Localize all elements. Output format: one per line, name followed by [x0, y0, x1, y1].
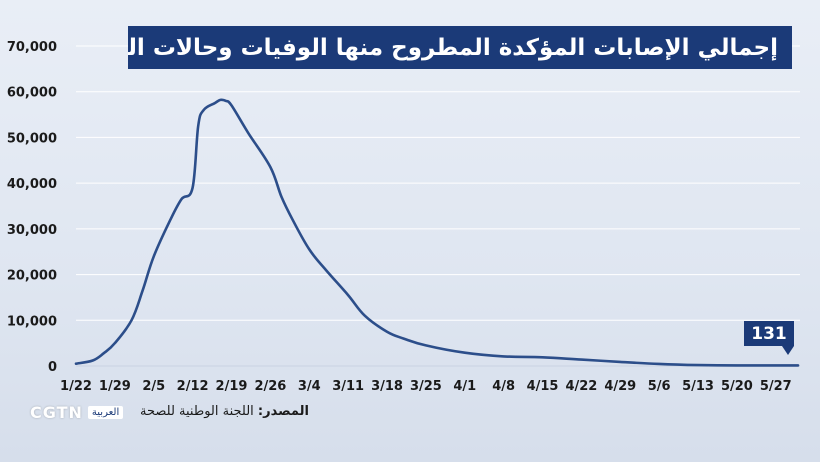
source-credit: المصدر: اللجنة الوطنية للصحة [140, 404, 309, 419]
data-point [225, 100, 227, 102]
x-tick-label: 3/4 [298, 379, 321, 394]
data-point [503, 356, 505, 358]
y-tick-label: 50,000 [7, 131, 57, 146]
data-point [697, 364, 699, 366]
data-point [797, 365, 799, 367]
data-point [231, 105, 233, 107]
source-value: اللجنة الوطنية للصحة [140, 404, 254, 419]
logo-text: CGTN [30, 403, 83, 422]
data-point [775, 365, 777, 367]
data-point [214, 102, 216, 104]
end-value-label: 131 [751, 323, 787, 344]
source-label: المصدر: [257, 404, 309, 419]
x-tick-label: 1/22 [60, 379, 92, 394]
data-point [103, 352, 105, 354]
data-point [247, 132, 249, 134]
data-point [220, 99, 222, 101]
x-tick-label: 4/29 [604, 379, 636, 394]
x-tick-label: 1/29 [99, 379, 131, 394]
data-point [386, 331, 388, 333]
y-tick-label: 70,000 [7, 40, 57, 55]
data-point [281, 196, 283, 198]
data-point [581, 359, 583, 361]
x-tick-label: 4/1 [453, 379, 476, 394]
series-line [74, 98, 800, 367]
x-tick-label: 3/11 [332, 379, 364, 394]
logo-arabic-tag: العربية [87, 406, 124, 419]
data-point [325, 269, 327, 271]
data-point [270, 166, 272, 168]
y-tick-label: 60,000 [7, 86, 57, 101]
data-point [170, 219, 172, 221]
data-point [403, 338, 405, 340]
y-tick-label: 20,000 [7, 269, 57, 284]
data-point [114, 342, 116, 344]
data-point [203, 109, 205, 111]
chart-title-text: إجمالي الإصابات المؤكدة المطروح منها الو… [128, 34, 778, 61]
data-point [142, 290, 144, 292]
x-tick-label: 2/26 [254, 379, 286, 394]
end-value-badge-pointer [782, 346, 794, 355]
data-point [542, 357, 544, 359]
data-point [197, 125, 199, 127]
data-point [308, 249, 310, 251]
data-point [292, 219, 294, 221]
data-point [92, 360, 94, 362]
x-tick-label: 3/18 [371, 379, 403, 394]
data-point [364, 315, 366, 317]
data-point [736, 365, 738, 367]
y-tick-label: 10,000 [7, 314, 57, 329]
x-tick-label: 5/6 [648, 379, 671, 394]
data-point [347, 294, 349, 296]
chart-title: إجمالي الإصابات المؤكدة المطروح منها الو… [128, 26, 792, 69]
data-point [464, 352, 466, 354]
data-point [425, 345, 427, 347]
x-tick-label: 5/27 [760, 379, 792, 394]
cgtn-logo: CGTN العربية [30, 403, 124, 422]
x-tick-label: 5/20 [721, 379, 753, 394]
data-point [658, 363, 660, 365]
x-tick-label: 4/22 [565, 379, 597, 394]
x-tick-label: 2/19 [216, 379, 248, 394]
x-tick-label: 4/8 [492, 379, 515, 394]
y-tick-label: 30,000 [7, 223, 57, 238]
y-tick-label: 0 [48, 360, 57, 375]
x-tick-label: 3/25 [410, 379, 442, 394]
data-point [181, 198, 183, 200]
data-point [619, 361, 621, 363]
y-tick-label: 40,000 [7, 177, 57, 192]
x-tick-label: 2/5 [142, 379, 165, 394]
x-tick-label: 5/13 [682, 379, 714, 394]
x-tick-label: 2/12 [177, 379, 209, 394]
end-value-badge: 131 [744, 321, 794, 346]
data-point [192, 187, 194, 189]
data-point [75, 363, 77, 365]
x-tick-label: 4/15 [527, 379, 559, 394]
data-point [153, 255, 155, 257]
data-point [131, 319, 133, 321]
